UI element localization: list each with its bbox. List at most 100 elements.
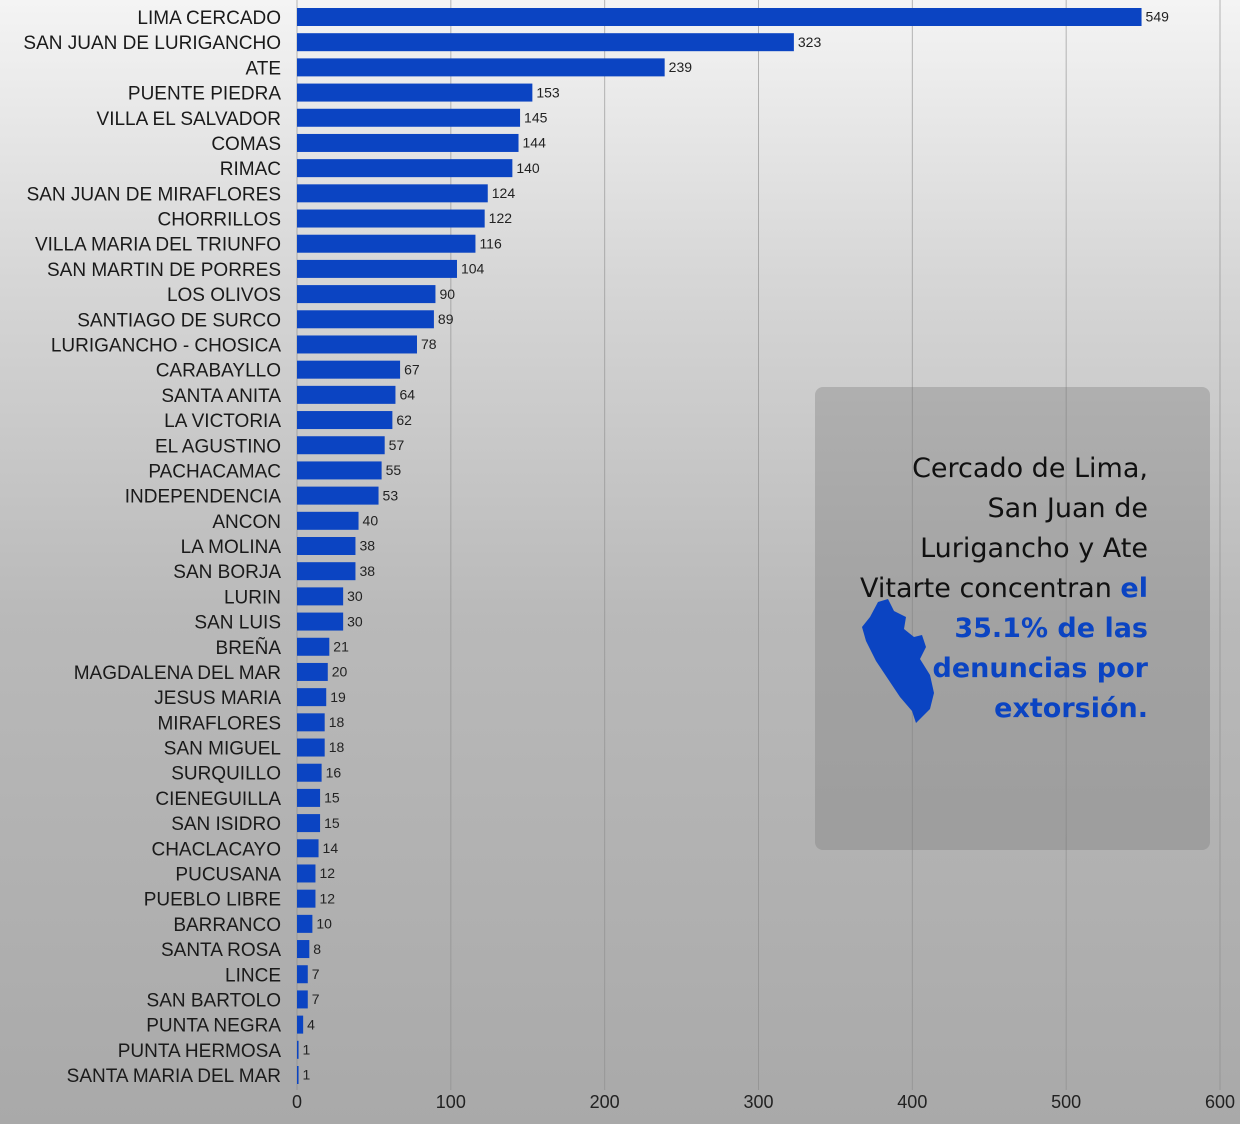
value-label: 30	[347, 613, 363, 629]
value-label: 21	[333, 638, 349, 654]
annotation-highlight: el 35.1% de las denuncias por extorsión.	[932, 573, 1148, 724]
value-label: 323	[798, 34, 822, 50]
x-tick-label: 200	[590, 1092, 620, 1112]
value-label: 153	[536, 84, 560, 100]
value-label: 124	[492, 185, 516, 201]
y-tick-label: LIMA CERCADO	[137, 8, 281, 29]
value-label: 104	[461, 261, 485, 277]
y-tick-label: MAGDALENA DEL MAR	[74, 663, 281, 684]
y-tick-label: ATE	[245, 58, 281, 79]
y-tick-label: LA MOLINA	[181, 537, 282, 558]
y-tick-label: SAN BORJA	[173, 562, 281, 583]
bar	[297, 461, 382, 480]
y-tick-label: LURIN	[224, 587, 281, 608]
value-label: 20	[332, 664, 348, 680]
bar	[297, 940, 310, 959]
bar	[297, 814, 321, 833]
y-tick-label: PUNTA NEGRA	[146, 1016, 281, 1037]
bar	[297, 58, 665, 77]
bar	[297, 562, 356, 581]
x-tick-label: 500	[1051, 1092, 1081, 1112]
value-label: 15	[324, 790, 340, 806]
value-label: 30	[347, 588, 363, 604]
annotation-plain: Cercado de Lima, San Juan de Lurigancho …	[860, 453, 1148, 604]
value-label: 55	[386, 462, 402, 478]
value-label: 7	[312, 991, 320, 1007]
bar	[297, 889, 316, 908]
y-tick-label: LINCE	[225, 965, 281, 986]
value-label: 53	[383, 487, 399, 503]
bar	[297, 662, 328, 681]
y-tick-label: PUEBLO LIBRE	[144, 890, 281, 911]
y-tick-label: ANCON	[212, 512, 281, 533]
y-tick-label: CHORRILLOS	[157, 210, 281, 231]
bar	[297, 285, 436, 304]
value-label: 19	[330, 689, 346, 705]
value-label: 116	[479, 235, 502, 251]
value-label: 4	[307, 1016, 315, 1032]
x-tick-label: 600	[1205, 1092, 1235, 1112]
value-label: 12	[319, 865, 335, 881]
y-tick-label: BARRANCO	[173, 915, 281, 936]
y-tick-label: LURIGANCHO - CHOSICA	[51, 335, 281, 356]
bar	[297, 335, 417, 354]
value-label: 38	[359, 538, 375, 554]
value-label: 7	[312, 966, 320, 982]
bar	[297, 763, 322, 782]
bar	[297, 83, 533, 102]
y-tick-label: CARABAYLLO	[156, 361, 281, 382]
x-tick-label: 400	[897, 1092, 927, 1112]
value-label: 140	[516, 160, 540, 176]
y-tick-label: LOS OLIVOS	[167, 285, 281, 306]
annotation-box: Cercado de Lima, San Juan de Lurigancho …	[815, 387, 1210, 850]
value-label: 18	[329, 739, 345, 755]
y-tick-label: SANTIAGO DE SURCO	[77, 310, 281, 331]
bar	[297, 965, 308, 984]
y-tick-label: LA VICTORIA	[164, 411, 281, 432]
bar	[297, 108, 521, 127]
bar	[297, 486, 379, 505]
bar	[297, 259, 457, 278]
bar	[297, 713, 325, 732]
y-tick-label: VILLA EL SALVADOR	[97, 109, 281, 130]
value-label: 57	[389, 437, 405, 453]
y-tick-label: COMAS	[211, 134, 281, 155]
value-label: 16	[326, 764, 342, 780]
value-label: 144	[523, 135, 547, 151]
bar	[297, 738, 325, 757]
bar	[297, 587, 344, 606]
bar	[297, 411, 393, 430]
value-label: 89	[438, 311, 454, 327]
bar	[297, 990, 308, 1009]
value-label: 1	[303, 1067, 311, 1083]
value-label: 10	[316, 916, 332, 932]
y-tick-label: BREÑA	[216, 637, 282, 659]
value-label: 549	[1146, 9, 1170, 25]
y-tick-label: PACHACAMAC	[148, 461, 281, 482]
y-tick-label: CHACLACAYO	[151, 839, 281, 860]
y-tick-label: MIRAFLORES	[157, 713, 281, 734]
y-tick-label: SAN ISIDRO	[171, 814, 281, 835]
value-label: 62	[396, 412, 412, 428]
value-label: 15	[324, 815, 340, 831]
y-tick-label: VILLA MARIA DEL TRIUNFO	[35, 235, 281, 256]
bar	[297, 788, 321, 807]
y-tick-label: CIENEGUILLA	[155, 789, 281, 810]
y-tick-label: PUNTA HERMOSA	[118, 1041, 282, 1062]
bar	[297, 511, 359, 530]
value-label: 12	[319, 890, 335, 906]
bar	[297, 209, 485, 228]
value-label: 1	[303, 1042, 311, 1058]
y-tick-label: SANTA ROSA	[161, 940, 281, 961]
y-tick-label: EL AGUSTINO	[155, 436, 281, 457]
y-tick-label: SAN MIGUEL	[164, 739, 281, 760]
y-tick-label: INDEPENDENCIA	[125, 487, 282, 508]
bar	[297, 1066, 299, 1084]
peru-map-icon	[862, 599, 934, 723]
y-tick-label: SAN MARTIN DE PORRES	[47, 260, 281, 281]
value-label: 145	[524, 109, 548, 125]
value-label: 14	[323, 840, 339, 856]
bar	[297, 133, 519, 152]
